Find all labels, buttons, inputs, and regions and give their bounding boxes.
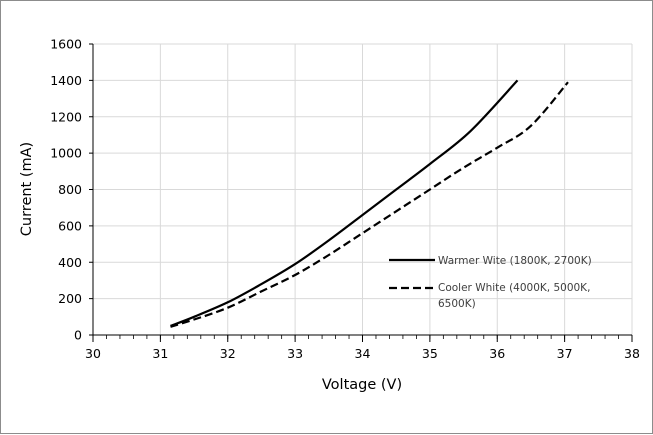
y-tick-label: 1600 <box>50 37 82 52</box>
y-tick-label: 400 <box>58 255 82 270</box>
axes <box>89 43 633 342</box>
x-tick-label: 36 <box>489 346 505 361</box>
x-tick-label: 32 <box>220 346 236 361</box>
x-tick-label: 33 <box>287 346 303 361</box>
x-axis-title: Voltage (V) <box>322 377 402 393</box>
y-tick-labels: 0 200 400 600 800 1000 1200 1400 1600 <box>50 37 82 343</box>
x-tick-label: 37 <box>557 346 573 361</box>
y-tick-label: 1000 <box>50 146 82 161</box>
y-tick-label: 1200 <box>50 109 82 124</box>
y-tick-label: 0 <box>74 328 82 343</box>
x-tick-label: 38 <box>624 346 640 361</box>
y-tick-label: 1400 <box>50 73 82 88</box>
x-tick-label: 31 <box>152 346 168 361</box>
y-tick-label: 600 <box>58 218 82 233</box>
series-cooler-line <box>170 81 569 328</box>
x-tick-label: 35 <box>422 346 438 361</box>
x-tick-label: 30 <box>85 346 101 361</box>
y-tick-label: 200 <box>58 291 82 306</box>
series-warmer-line <box>170 79 519 327</box>
legend-label: Cooler White (4000K, 5000K, 6500K) <box>438 282 590 310</box>
legend: Warmer Wite (1800K, 2700K) Cooler White (… <box>389 255 592 310</box>
x-tick-label: 34 <box>355 346 371 361</box>
data-series <box>170 79 569 328</box>
x-tick-labels: 30 31 32 33 34 35 36 37 38 <box>85 346 640 361</box>
y-axis-title: Current (mA) <box>19 142 35 236</box>
y-tick-label: 800 <box>58 182 82 197</box>
legend-label: Warmer Wite (1800K, 2700K) <box>438 255 592 267</box>
